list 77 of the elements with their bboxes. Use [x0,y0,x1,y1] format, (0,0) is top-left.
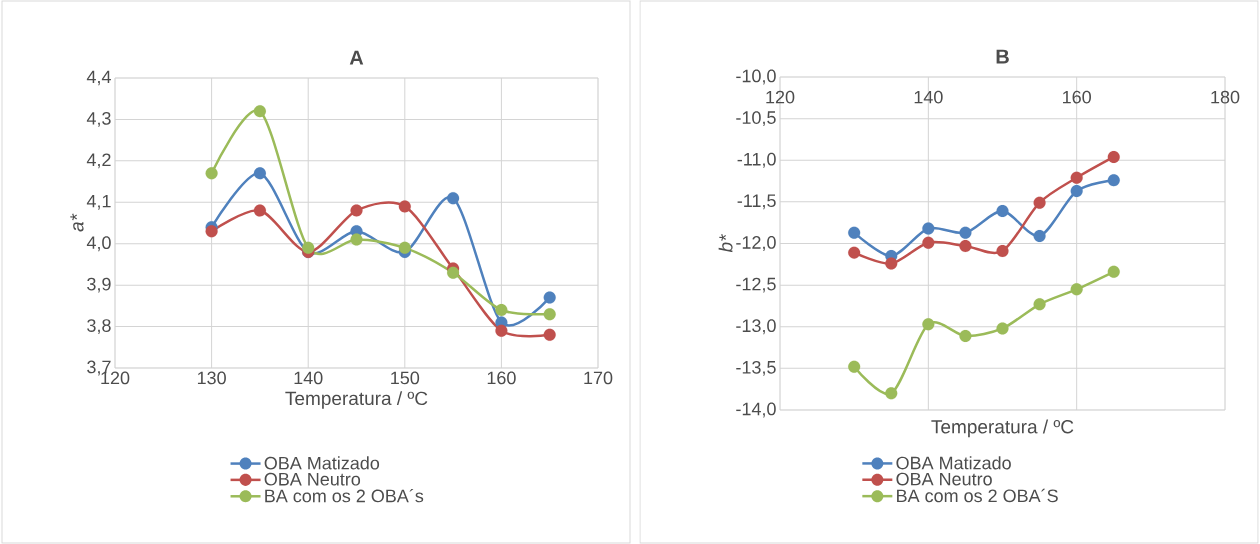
legend-label: OBA Matizado [896,456,1011,470]
point [205,225,218,238]
point [922,318,935,331]
legend-label: OBA Matizado [264,456,380,470]
point [959,329,972,342]
y-tick-label: -13,5 [736,360,776,376]
y-tick-label: 4,1 [86,194,111,210]
y-tick-label: -11,0 [737,152,776,168]
x-tick-label: 140 [914,90,943,104]
y-tick-label: -12,5 [736,277,776,293]
y-tick-label: 4,4 [86,70,111,86]
x-axis-title: Temperatura / ºC [285,391,428,409]
x-tick-label: 170 [584,371,613,385]
point [885,387,898,400]
point [398,241,411,254]
y-tick-label: -13,0 [736,319,776,335]
legend-label: OBA Neutro [896,472,992,486]
point [350,204,363,217]
point [253,105,266,118]
point [1070,184,1083,198]
point [350,233,363,246]
y-tick-label: 4,0 [86,236,111,252]
x-tick-label: 150 [391,371,420,385]
x-tick-label: 160 [487,371,516,385]
point [398,200,411,213]
point [1033,229,1046,243]
y-tick-label: 3,9 [87,277,111,293]
legend-label: OBA Neutro [264,472,361,486]
point [543,308,556,321]
point [447,266,460,279]
point [848,226,861,239]
y-tick-label: -11,5 [737,194,776,210]
x-tick-label: 180 [1211,90,1240,104]
point [253,167,266,180]
point [1107,265,1120,278]
point [996,204,1009,218]
x-tick-label: 160 [1063,90,1091,104]
point [1070,283,1083,296]
y-tick-label: -12,0 [736,236,776,251]
point [543,291,556,304]
x-axis-title: Temperatura / ºC [931,419,1074,438]
y-axis-title: a* [70,213,84,232]
legend-label: BA com os 2 OBA´s [265,488,424,503]
chart-title: A [349,50,364,65]
chart-title: B [996,49,1009,64]
point [447,192,460,205]
point [205,167,218,180]
point [543,328,556,341]
point [885,257,898,270]
legend-label: BA com os 2 OBA´S [897,488,1058,503]
point [1033,298,1046,311]
y-tick-label: -14,0 [736,402,776,418]
point [922,236,935,249]
y-tick-label: -10,5 [736,111,776,127]
y-tick-label: 3,8 [87,319,111,335]
point [1107,174,1120,187]
y-tick-label: -10,0 [736,69,776,85]
point [922,222,935,235]
y-axis-title: b* [718,234,733,253]
x-tick-label: 120 [766,90,795,104]
point [1070,171,1083,184]
y-tick-label: 4,2 [86,153,111,169]
point [495,324,508,337]
point [959,239,972,253]
point [1107,150,1120,163]
y-tick-label: 4,3 [86,111,111,127]
point [495,303,508,317]
point [302,241,315,254]
point [996,322,1009,335]
point [1033,196,1046,209]
x-tick-label: 130 [197,371,226,385]
x-tick-label: 140 [294,371,323,385]
point [253,204,266,217]
point [848,360,861,373]
point [996,244,1009,258]
point [959,226,972,239]
point [848,246,861,259]
